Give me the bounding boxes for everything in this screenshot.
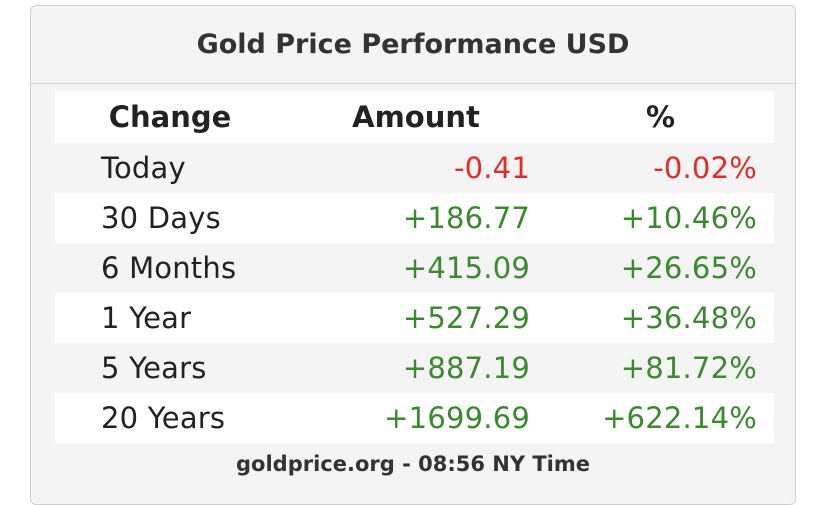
performance-table: Change Amount% Today -0.41 -0.02% 30 Days +18… <box>55 91 774 443</box>
widget-title: Gold Price Performance USD <box>31 6 795 84</box>
percent-cell: -0.02% <box>547 143 774 193</box>
percent-cell: +81.72% <box>547 343 774 393</box>
table-body: Today -0.41 -0.02% 30 Days +186.77 +10.46% 6 M… <box>55 143 774 443</box>
amount-cell: +186.77 <box>285 193 547 243</box>
amount-cell: +527.29 <box>285 293 547 343</box>
period-cell: 30 Days <box>55 193 285 243</box>
period-cell: 6 Months <box>55 243 285 293</box>
amount-cell: +887.19 <box>285 343 547 393</box>
table-row: 6 Months +415.09 +26.65% <box>55 243 774 293</box>
column-header: % <box>547 91 774 143</box>
percent-cell: +36.48% <box>547 293 774 343</box>
widget-card: Gold Price Performance USD Change Amount%… <box>30 5 796 505</box>
period-cell: 20 Years <box>55 393 285 443</box>
column-header: Change <box>55 91 285 143</box>
period-cell: 5 Years <box>55 343 285 393</box>
period-cell: 1 Year <box>55 293 285 343</box>
percent-cell: +10.46% <box>547 193 774 243</box>
footer-text: goldprice.org - 08:56 NY Time <box>236 452 590 476</box>
table-row: 30 Days +186.77 +10.46% <box>55 193 774 243</box>
percent-cell: +26.65% <box>547 243 774 293</box>
period-cell: Today <box>55 143 285 193</box>
percent-cell: +622.14% <box>547 393 774 443</box>
table-row: 20 Years +1699.69 +622.14% <box>55 393 774 443</box>
column-header: Amount <box>285 91 547 143</box>
table-row: 1 Year +527.29 +36.48% <box>55 293 774 343</box>
amount-cell: -0.41 <box>285 143 547 193</box>
table-row: Today -0.41 -0.02% <box>55 143 774 193</box>
header-row: Change Amount% <box>55 91 774 143</box>
amount-cell: +415.09 <box>285 243 547 293</box>
amount-cell: +1699.69 <box>285 393 547 443</box>
page: Gold Price Performance USD Change Amount%… <box>30 5 796 505</box>
table-row: 5 Years +887.19 +81.72% <box>55 343 774 393</box>
